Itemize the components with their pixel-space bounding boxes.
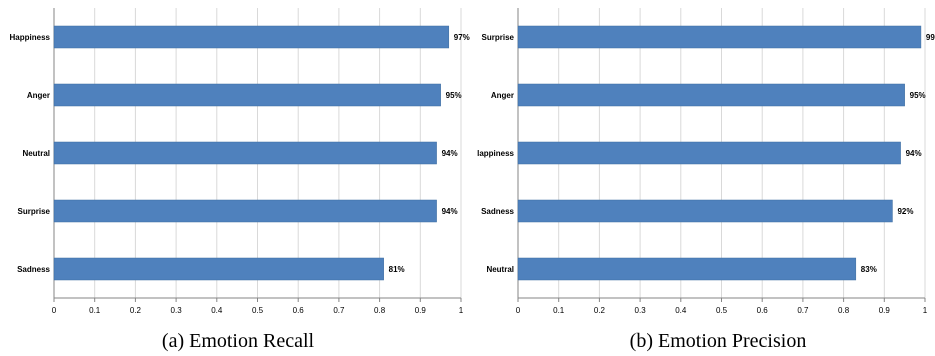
category-label: Happiness	[10, 33, 51, 42]
x-tick-label: 0.1	[553, 306, 565, 315]
data-label: 94%	[442, 149, 458, 158]
bar-happiness	[517, 141, 901, 165]
x-tick-label: 0.6	[293, 306, 305, 315]
x-tick-label: 0.8	[838, 306, 850, 315]
bar-anger	[53, 83, 441, 107]
figure-caption: (b) Emotion Precision	[630, 330, 807, 352]
x-tick-label: 1	[459, 306, 464, 315]
category-label: Neutral	[22, 149, 50, 158]
data-label: 95%	[446, 91, 462, 100]
category-label: Anger	[27, 91, 50, 100]
data-label: 94%	[906, 149, 922, 158]
x-tick-label: 0.5	[252, 306, 264, 315]
category-label: Surprise	[18, 207, 51, 216]
x-tick-label: 0.2	[130, 306, 142, 315]
x-tick-label: 0.7	[797, 306, 809, 315]
x-tick-label: 0.6	[757, 306, 769, 315]
x-tick-label: 0.4	[675, 306, 687, 315]
data-label: 97%	[454, 33, 470, 42]
bar-happiness	[53, 25, 450, 49]
x-tick-label: 0.9	[879, 306, 891, 315]
category-label: lappiness	[477, 149, 514, 158]
data-label: 94%	[442, 207, 458, 216]
bar-anger	[517, 83, 905, 107]
data-label: 83%	[861, 265, 877, 274]
x-tick-label: 0.7	[333, 306, 345, 315]
x-tick-label: 0.3	[635, 306, 647, 315]
bar-surprise	[53, 199, 437, 223]
category-label: Anger	[491, 91, 514, 100]
x-tick-label: 0	[516, 306, 521, 315]
bar-sadness	[53, 257, 384, 281]
category-label: Surprise	[482, 33, 515, 42]
x-tick-label: 0.3	[171, 306, 183, 315]
chart-precision: 0 0.1 0.2 0.3 0.4 0.5 0.6 0.7 0.8 0.9 1 Surprise 99%…	[477, 8, 935, 352]
category-label: Sadness	[17, 265, 50, 274]
category-label: Neutral	[486, 265, 514, 274]
data-label: 99%	[926, 33, 935, 42]
data-label: 81%	[389, 265, 405, 274]
bar-neutral	[53, 141, 437, 165]
x-tick-label: 0.2	[594, 306, 606, 315]
x-tick-label: 0.5	[716, 306, 728, 315]
data-label: 95%	[910, 91, 926, 100]
bar-surprise	[517, 25, 922, 49]
x-tick-label: 0.4	[211, 306, 223, 315]
chart-recall: 0 0.1 0.2 0.3 0.4 0.5 0.6 0.7 0.8 0.9 1 Happiness 97…	[10, 8, 470, 352]
x-tick-label: 1	[923, 306, 928, 315]
bar-sadness	[517, 199, 893, 223]
x-tick-label: 0.1	[89, 306, 101, 315]
x-tick-label: 0.8	[374, 306, 386, 315]
category-label: Sadness	[481, 207, 514, 216]
x-tick-label: 0	[52, 306, 57, 315]
bar-neutral	[517, 257, 857, 281]
figure-caption: (a) Emotion Recall	[162, 330, 315, 352]
x-tick-label: 0.9	[415, 306, 427, 315]
data-label: 92%	[897, 207, 913, 216]
